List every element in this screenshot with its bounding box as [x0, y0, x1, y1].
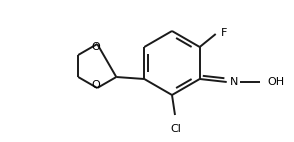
Text: O: O [92, 42, 101, 52]
Text: O: O [92, 80, 101, 90]
Text: Cl: Cl [171, 124, 181, 134]
Text: OH: OH [268, 77, 285, 87]
Text: F: F [221, 28, 227, 38]
Text: N: N [230, 77, 238, 87]
